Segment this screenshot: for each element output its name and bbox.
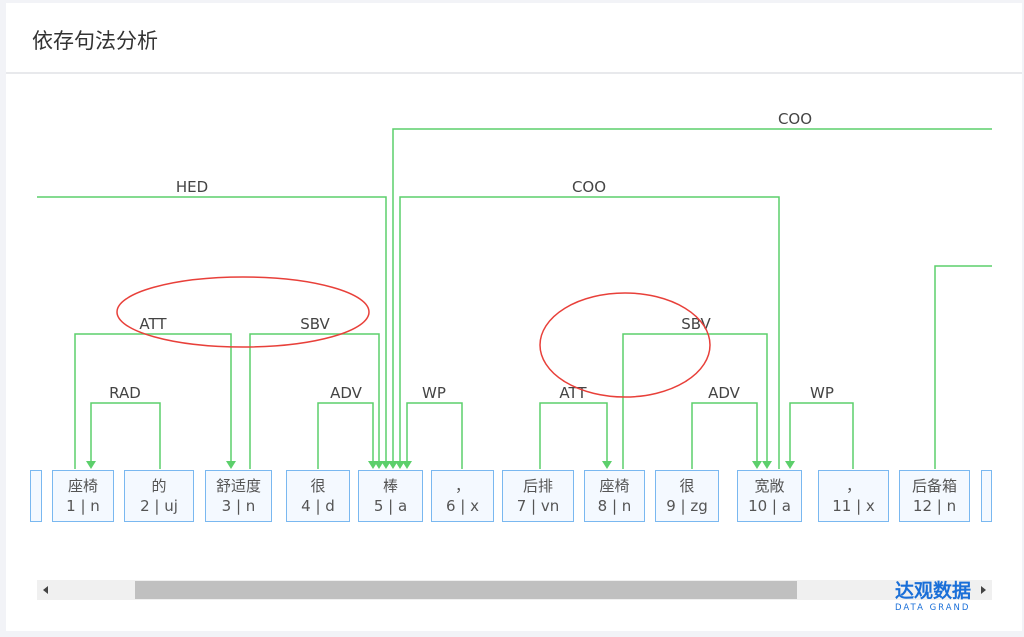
token-tag: 9 | zg bbox=[666, 497, 708, 515]
token-box[interactable]: 座椅 1 | n bbox=[52, 470, 114, 522]
token-tag: 4 | d bbox=[301, 497, 335, 515]
token-tag: 6 | x bbox=[445, 497, 479, 515]
arc-arrowhead-icon bbox=[402, 461, 412, 469]
arc-label: SBV bbox=[300, 315, 330, 333]
token-word: 座椅 bbox=[599, 477, 630, 495]
dependency-arc bbox=[37, 196, 387, 463]
arc-arrowhead-icon bbox=[785, 461, 795, 469]
arc-label: ADV bbox=[708, 384, 741, 402]
token-box-partial bbox=[30, 470, 42, 522]
arc-arrowhead-icon bbox=[368, 461, 378, 469]
arc-label: HED bbox=[176, 178, 208, 196]
token-tag: 10 | a bbox=[748, 497, 791, 515]
token-box[interactable]: ， 11 | x bbox=[818, 470, 889, 522]
token-word: 后排 bbox=[522, 477, 553, 495]
token-box[interactable]: 很 9 | zg bbox=[655, 470, 719, 522]
dependency-arc bbox=[317, 402, 374, 469]
token-word: 宽敞 bbox=[754, 477, 785, 495]
token-tag: 5 | a bbox=[373, 497, 408, 515]
dependency-arc bbox=[622, 333, 768, 469]
token-box-partial bbox=[981, 470, 992, 522]
dependency-parse-card: 依存句法分析 bbox=[6, 3, 1022, 631]
arc-label: COO bbox=[778, 110, 812, 128]
arc-label: RAD bbox=[109, 384, 141, 402]
token-box[interactable]: ， 6 | x bbox=[431, 470, 494, 522]
token-box[interactable]: 很 4 | d bbox=[286, 470, 350, 522]
token-tag: 12 | n bbox=[912, 497, 957, 515]
arc-label: SBV bbox=[681, 315, 711, 333]
arc-label: COO bbox=[572, 178, 606, 196]
arc-arrowhead-icon bbox=[602, 461, 612, 469]
token-word: 很 bbox=[679, 477, 695, 495]
token-box[interactable]: 的 2 | uj bbox=[124, 470, 194, 522]
arc-label: ADV bbox=[330, 384, 363, 402]
token-tag: 11 | x bbox=[832, 497, 875, 515]
token-tag: 8 | n bbox=[597, 497, 632, 515]
token-box[interactable]: 座椅 8 | n bbox=[584, 470, 645, 522]
token-box[interactable]: 后备箱 12 | n bbox=[899, 470, 970, 522]
token-tag: 2 | uj bbox=[140, 497, 178, 515]
arc-label: WP bbox=[422, 384, 446, 402]
arc-arrowhead-icon bbox=[388, 461, 398, 469]
dependency-arc bbox=[392, 128, 992, 463]
dependency-arc-partial bbox=[934, 265, 992, 469]
highlight-ellipse bbox=[539, 292, 711, 398]
dependency-arc bbox=[90, 402, 161, 469]
token-box[interactable]: 宽敞 10 | a bbox=[737, 470, 802, 522]
token-word: 的 bbox=[151, 477, 167, 495]
arc-label: ATT bbox=[559, 384, 587, 402]
token-word: 舒适度 bbox=[215, 477, 261, 495]
dependency-arc bbox=[399, 196, 780, 469]
scrollbar-thumb[interactable] bbox=[135, 581, 797, 599]
token-box[interactable]: 棒 5 | a bbox=[358, 470, 423, 522]
arc-arrowhead-icon bbox=[752, 461, 762, 469]
dependency-arc bbox=[249, 333, 380, 469]
arc-arrowhead-icon bbox=[226, 461, 236, 469]
dependency-arc bbox=[406, 402, 463, 469]
arc-arrowhead-icon bbox=[395, 461, 405, 469]
token-word: 棒 bbox=[382, 477, 398, 495]
token-tag: 3 | n bbox=[221, 497, 256, 515]
dependency-arc bbox=[74, 333, 232, 469]
logo-cn: 达观数据 bbox=[895, 580, 972, 602]
dependency-arc bbox=[691, 402, 758, 469]
token-box[interactable]: 舒适度 3 | n bbox=[205, 470, 272, 522]
card-header: 依存句法分析 bbox=[6, 3, 1022, 74]
token-box[interactable]: 后排 7 | vn bbox=[502, 470, 574, 522]
token-word: 很 bbox=[310, 477, 326, 495]
datagrand-logo: 达观数据 DATA GRAND bbox=[895, 580, 971, 613]
token-tag: 1 | n bbox=[66, 497, 100, 515]
arc-arrowhead-icon bbox=[381, 461, 391, 469]
scroll-right-icon[interactable] bbox=[981, 586, 986, 594]
dependency-arc bbox=[789, 402, 854, 469]
logo-en: DATA GRAND bbox=[895, 603, 971, 613]
token-word: 后备箱 bbox=[911, 477, 957, 495]
token-word: ， bbox=[454, 477, 470, 495]
token-word: 座椅 bbox=[67, 477, 98, 495]
dependency-arc bbox=[539, 402, 608, 469]
horizontal-scrollbar[interactable] bbox=[37, 580, 992, 600]
page-title: 依存句法分析 bbox=[32, 29, 158, 53]
highlight-ellipse bbox=[116, 276, 370, 348]
arc-label: ATT bbox=[139, 315, 167, 333]
arc-arrowhead-icon bbox=[86, 461, 96, 469]
token-word: ， bbox=[845, 477, 861, 495]
arc-label: WP bbox=[810, 384, 834, 402]
scroll-left-icon[interactable] bbox=[43, 586, 48, 594]
arc-arrowhead-icon bbox=[762, 461, 772, 469]
token-tag: 7 | vn bbox=[516, 497, 560, 515]
